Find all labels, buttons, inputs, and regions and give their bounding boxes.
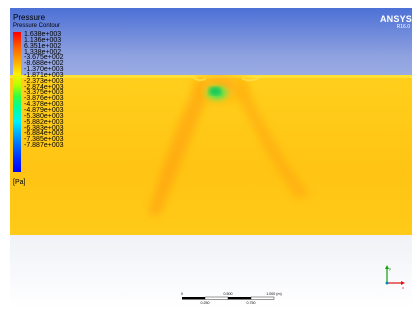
legend-value: -2.373e+003	[24, 77, 64, 85]
legend-value: -1.370e+003	[24, 66, 64, 74]
legend-value: -6.884e+003	[24, 130, 64, 138]
x-axis-label: x	[402, 285, 404, 290]
pressure-contour-plot	[10, 75, 412, 235]
legend-value: 1.338e+002	[24, 48, 62, 56]
x-axis-arrow	[401, 281, 405, 285]
scale-segment	[182, 297, 205, 300]
scale-bar: 0 0.500 1.000 (m) 0.250 0.750	[181, 292, 282, 305]
legend-value: -7.887e+003	[24, 142, 64, 150]
legend-value: -8.688e+002	[24, 60, 64, 68]
legend-value: -6.383e+003	[24, 124, 64, 132]
legend-value: -4.378e+003	[24, 101, 64, 109]
legend-value: -3.675e+002	[24, 54, 64, 62]
scale-label: 0.750	[247, 301, 256, 305]
legend-value-list: 1.638e+003 1.136e+003 6.351e+002 1.338e+…	[24, 31, 64, 150]
legend-value: -3.375e+003	[24, 89, 64, 97]
legend-value: -4.879e+003	[24, 106, 64, 114]
scale-label: 1.000 (m)	[266, 292, 281, 296]
z-axis-dot	[385, 281, 389, 285]
legend-value: -5.882e+003	[24, 118, 64, 126]
scale-label: 0	[181, 292, 183, 296]
legend-value: 1.638e+003	[24, 31, 62, 38]
legend-value: -2.874e+003	[24, 83, 64, 91]
graphics-viewport[interactable]: Pressure Pressure Contour 1.638e+003 1.1…	[10, 8, 412, 308]
legend-subtitle: Pressure Contour	[13, 23, 61, 29]
legend-value: -5.380e+003	[24, 112, 64, 120]
legend-value: 1.136e+003	[24, 36, 62, 44]
legend-value: 6.351e+002	[24, 42, 62, 50]
axis-triad-icon[interactable]: y x	[378, 264, 408, 292]
ansys-version: R16.0	[396, 24, 410, 30]
legend-value: -7.385e+003	[24, 136, 64, 144]
y-axis-label: y	[389, 266, 391, 271]
scale-label: 0.500	[224, 292, 233, 296]
y-axis-arrow	[385, 265, 389, 269]
scale-label: 0.250	[201, 301, 210, 305]
scale-segment	[228, 297, 251, 300]
scale-segment	[250, 296, 275, 300]
ansys-logo: ANSYS	[379, 14, 412, 24]
legend-color-bar	[13, 32, 21, 172]
scale-segment	[204, 296, 229, 300]
legend-title: Pressure	[13, 13, 46, 22]
legend-value: -3.876e+003	[24, 95, 64, 103]
legend-value: -1.871e+003	[24, 71, 64, 79]
legend-unit: [Pa]	[13, 179, 26, 186]
